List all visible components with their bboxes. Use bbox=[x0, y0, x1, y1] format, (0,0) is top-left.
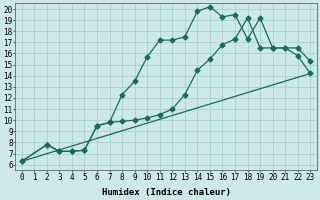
X-axis label: Humidex (Indice chaleur): Humidex (Indice chaleur) bbox=[101, 188, 230, 197]
